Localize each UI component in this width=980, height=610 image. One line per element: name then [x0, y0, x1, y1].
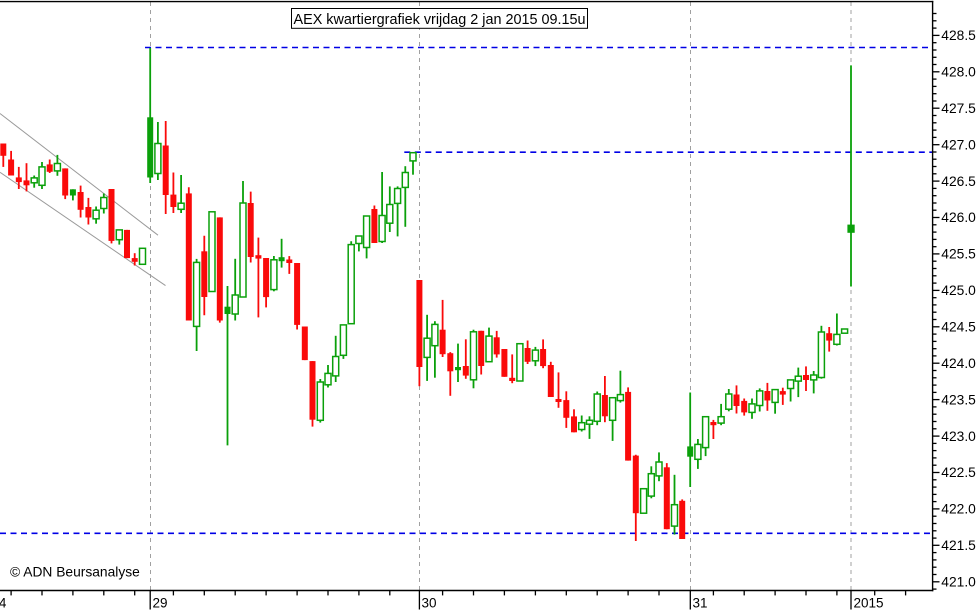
svg-text:AEX kwartiergrafiek vrijdag 2: AEX kwartiergrafiek vrijdag 2 jan 2015 0… — [294, 12, 586, 28]
svg-text:425.0: 425.0 — [941, 283, 976, 298]
svg-text:428.0: 428.0 — [941, 65, 976, 80]
svg-text:24: 24 — [0, 596, 7, 610]
svg-text:30: 30 — [422, 596, 437, 610]
svg-text:424.5: 424.5 — [941, 320, 976, 335]
svg-text:421.5: 421.5 — [941, 538, 976, 553]
svg-text:2015: 2015 — [854, 596, 884, 610]
svg-text:422.5: 422.5 — [941, 465, 976, 480]
svg-text:426.0: 426.0 — [941, 210, 976, 225]
svg-text:424.0: 424.0 — [941, 356, 976, 371]
svg-text:423.0: 423.0 — [941, 429, 976, 444]
svg-text:421.0: 421.0 — [941, 575, 976, 590]
svg-text:426.5: 426.5 — [941, 174, 976, 189]
svg-text:425.5: 425.5 — [941, 247, 976, 262]
svg-text:422.0: 422.0 — [941, 502, 976, 517]
svg-text:© ADN Beursanalyse: © ADN Beursanalyse — [10, 565, 140, 580]
svg-text:427.5: 427.5 — [941, 101, 976, 116]
svg-text:428.5: 428.5 — [941, 28, 976, 43]
svg-text:29: 29 — [153, 596, 168, 610]
svg-text:423.5: 423.5 — [941, 392, 976, 407]
svg-text:427.0: 427.0 — [941, 137, 976, 152]
svg-text:31: 31 — [693, 596, 708, 610]
